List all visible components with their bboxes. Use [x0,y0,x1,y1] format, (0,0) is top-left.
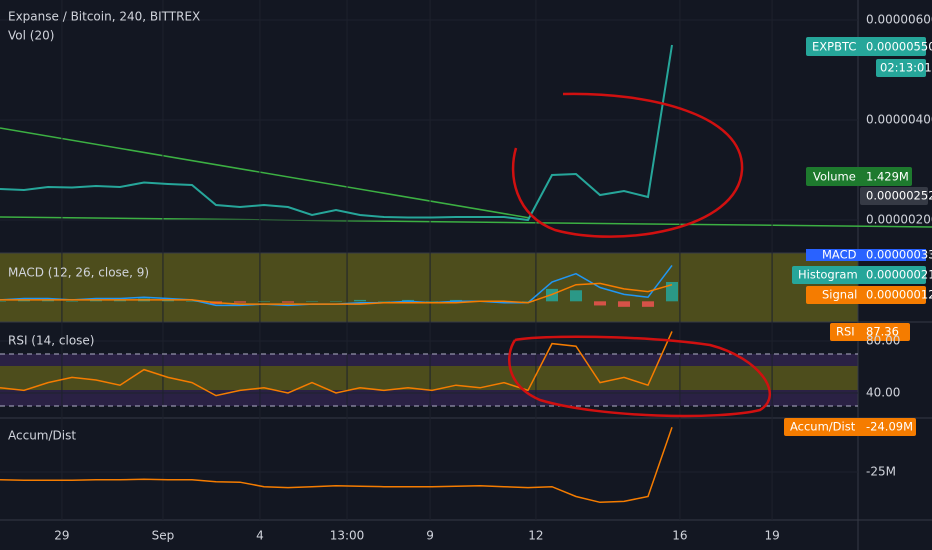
annotation-circle [508,335,772,418]
accum-value: -24.09M [866,420,913,434]
histogram-bar [594,301,606,306]
histogram-bar [258,301,270,302]
rsi-value: 87.36 [866,325,899,339]
histogram-bar [378,301,390,302]
histogram-name: Histogram [798,268,858,282]
x-tick-label: Sep [152,529,175,543]
macd-title: MACD (12, 26, close, 9) [8,266,149,280]
y-tick-label: 0.00000400 [866,113,932,127]
accum-tag [784,418,916,436]
histogram-bar [330,301,342,302]
marker-tag [860,187,928,205]
trend-line [0,127,531,219]
symbol: EXPBTC [812,40,856,54]
support-line [0,216,932,228]
signal-line [0,282,673,305]
last-price: 0.00000550 [866,40,932,54]
signal-name: Signal [822,288,857,302]
countdown: 02:13:01 [880,61,932,75]
volume-tag [806,167,912,186]
volume-name: Volume [813,170,856,184]
x-tick-label: 29 [54,529,69,543]
rsi-name: RSI [836,325,855,339]
accum-line [0,427,673,504]
histogram-bar [186,301,198,302]
annotation-circle [511,92,744,238]
histogram-bar [522,301,534,302]
histogram-bar [570,290,582,302]
macd-tag [806,249,926,261]
volume-title: Vol (20) [8,29,54,43]
price-line [0,44,673,222]
histogram-bar [426,301,438,302]
rsi-title: RSI (14, close) [8,334,94,348]
accum-title: Accum/Dist [8,429,76,443]
macd-highlight [0,253,858,322]
x-tick-label: 4 [256,529,264,543]
accum-name: Accum/Dist [790,420,856,434]
y-tick-label: 40.00 [866,386,900,400]
x-tick-label: 9 [426,529,434,543]
rsi-tag [830,323,910,341]
price-tag [806,37,926,56]
histogram-tag [792,266,926,284]
histogram-bar [306,301,318,302]
histogram-value: 0.00000021 [866,268,932,282]
histogram-bar [618,301,630,307]
marker-price: 0.00000252 [866,189,932,203]
signal-tag [806,286,926,304]
macd-value: 0.00000033 [866,248,932,262]
x-tick-label: 19 [764,529,779,543]
y-tick-label: -25M [866,464,896,478]
histogram-bar [0,301,6,302]
chart-title: Expanse / Bitcoin, 240, BITTREX [8,10,200,24]
y-tick-label: 0.00000600 [866,13,932,27]
histogram-bar [354,299,366,302]
macd-name: MACD [822,248,857,262]
histogram-bar [234,301,246,303]
histogram-bar [642,301,654,307]
histogram-bar [666,281,678,302]
volume-value: 1.429M [866,170,909,184]
signal-value: 0.00000012 [866,288,932,302]
histogram-bar [66,301,78,302]
x-tick-label: 16 [672,529,687,543]
y-tick-label: 0.00000200 [866,213,932,227]
y-tick-label: 80.00 [866,333,900,347]
histogram-bar [282,301,294,303]
rsi-line [0,331,673,397]
x-tick-label: 12 [528,529,543,543]
rsi-highlight [0,366,858,390]
countdown-tag [876,59,926,77]
x-tick-label: 13:00 [330,529,365,543]
